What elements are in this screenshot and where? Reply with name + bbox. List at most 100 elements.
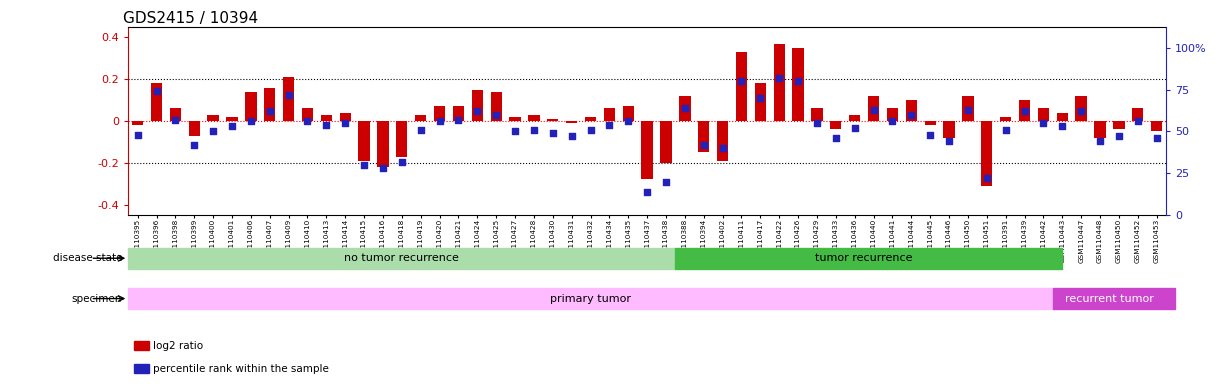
- Point: [769, 75, 789, 81]
- Bar: [1076, 96, 1087, 121]
- Point: [694, 142, 713, 148]
- Bar: [547, 119, 558, 121]
- Bar: [755, 83, 766, 121]
- Bar: [868, 96, 879, 121]
- Bar: [698, 121, 709, 152]
- Text: GDS2415 / 10394: GDS2415 / 10394: [123, 11, 258, 26]
- Point: [354, 162, 374, 168]
- Bar: [491, 92, 502, 121]
- Bar: [982, 121, 993, 186]
- Bar: [849, 115, 861, 121]
- Bar: [830, 121, 841, 129]
- Point: [430, 118, 449, 124]
- Text: specimen: specimen: [72, 293, 122, 304]
- Bar: [886, 108, 899, 121]
- Bar: [264, 88, 276, 121]
- Text: recurrent tumor: recurrent tumor: [1065, 293, 1154, 304]
- Point: [184, 142, 204, 148]
- Point: [581, 127, 601, 133]
- Bar: [245, 92, 256, 121]
- Point: [298, 118, 317, 124]
- Point: [241, 118, 260, 124]
- Text: disease state: disease state: [53, 253, 122, 263]
- Point: [1147, 135, 1166, 141]
- Bar: [567, 121, 578, 123]
- Point: [637, 189, 657, 195]
- Bar: [170, 108, 181, 121]
- Bar: [675, 248, 1062, 269]
- Text: primary tumor: primary tumor: [549, 293, 631, 304]
- Bar: [1114, 121, 1125, 129]
- Point: [675, 105, 695, 111]
- Bar: [641, 121, 653, 179]
- Point: [751, 95, 770, 101]
- Bar: [623, 106, 634, 121]
- Point: [374, 165, 393, 171]
- Point: [1015, 108, 1034, 114]
- Bar: [509, 117, 520, 121]
- Point: [1128, 118, 1148, 124]
- Bar: [792, 48, 803, 121]
- Bar: [736, 52, 747, 121]
- Bar: [321, 115, 332, 121]
- Bar: [339, 113, 350, 121]
- Point: [562, 133, 581, 139]
- Bar: [415, 115, 426, 121]
- Text: percentile rank within the sample: percentile rank within the sample: [153, 364, 328, 374]
- Point: [505, 128, 525, 134]
- Point: [600, 122, 619, 128]
- Point: [543, 130, 563, 136]
- Bar: [1151, 121, 1162, 131]
- Point: [1090, 138, 1110, 144]
- Point: [336, 120, 355, 126]
- Point: [1109, 133, 1128, 139]
- Point: [845, 125, 864, 131]
- Text: no tumor recurrence: no tumor recurrence: [344, 253, 459, 263]
- Point: [939, 138, 958, 144]
- Bar: [433, 106, 446, 121]
- Point: [468, 108, 487, 114]
- Point: [996, 127, 1016, 133]
- Point: [1053, 123, 1072, 129]
- Point: [789, 78, 808, 84]
- Bar: [188, 121, 200, 136]
- Point: [260, 108, 280, 114]
- Bar: [1094, 121, 1106, 138]
- Point: [883, 118, 902, 124]
- Bar: [811, 108, 823, 121]
- Bar: [603, 108, 615, 121]
- Bar: [132, 121, 143, 125]
- Bar: [1000, 117, 1011, 121]
- Bar: [1053, 288, 1176, 309]
- Bar: [453, 106, 464, 121]
- Bar: [283, 77, 294, 121]
- Point: [222, 123, 242, 129]
- Bar: [359, 121, 370, 161]
- Bar: [302, 108, 313, 121]
- Point: [656, 179, 675, 185]
- Point: [1071, 108, 1090, 114]
- Point: [827, 135, 846, 141]
- Text: log2 ratio: log2 ratio: [153, 341, 203, 351]
- Bar: [1132, 108, 1143, 121]
- Point: [392, 159, 411, 165]
- Point: [278, 91, 298, 98]
- Bar: [151, 83, 162, 121]
- Point: [921, 132, 940, 138]
- Point: [147, 88, 166, 94]
- Point: [863, 107, 883, 113]
- Bar: [226, 117, 238, 121]
- Point: [448, 117, 468, 123]
- Bar: [774, 44, 785, 121]
- Bar: [962, 96, 973, 121]
- Point: [166, 117, 186, 123]
- Point: [1034, 120, 1054, 126]
- Point: [713, 145, 733, 151]
- Point: [128, 132, 148, 138]
- Bar: [717, 121, 728, 161]
- Point: [316, 122, 336, 128]
- Bar: [377, 121, 388, 167]
- Text: tumor recurrence: tumor recurrence: [816, 253, 913, 263]
- Bar: [208, 115, 219, 121]
- Bar: [906, 100, 917, 121]
